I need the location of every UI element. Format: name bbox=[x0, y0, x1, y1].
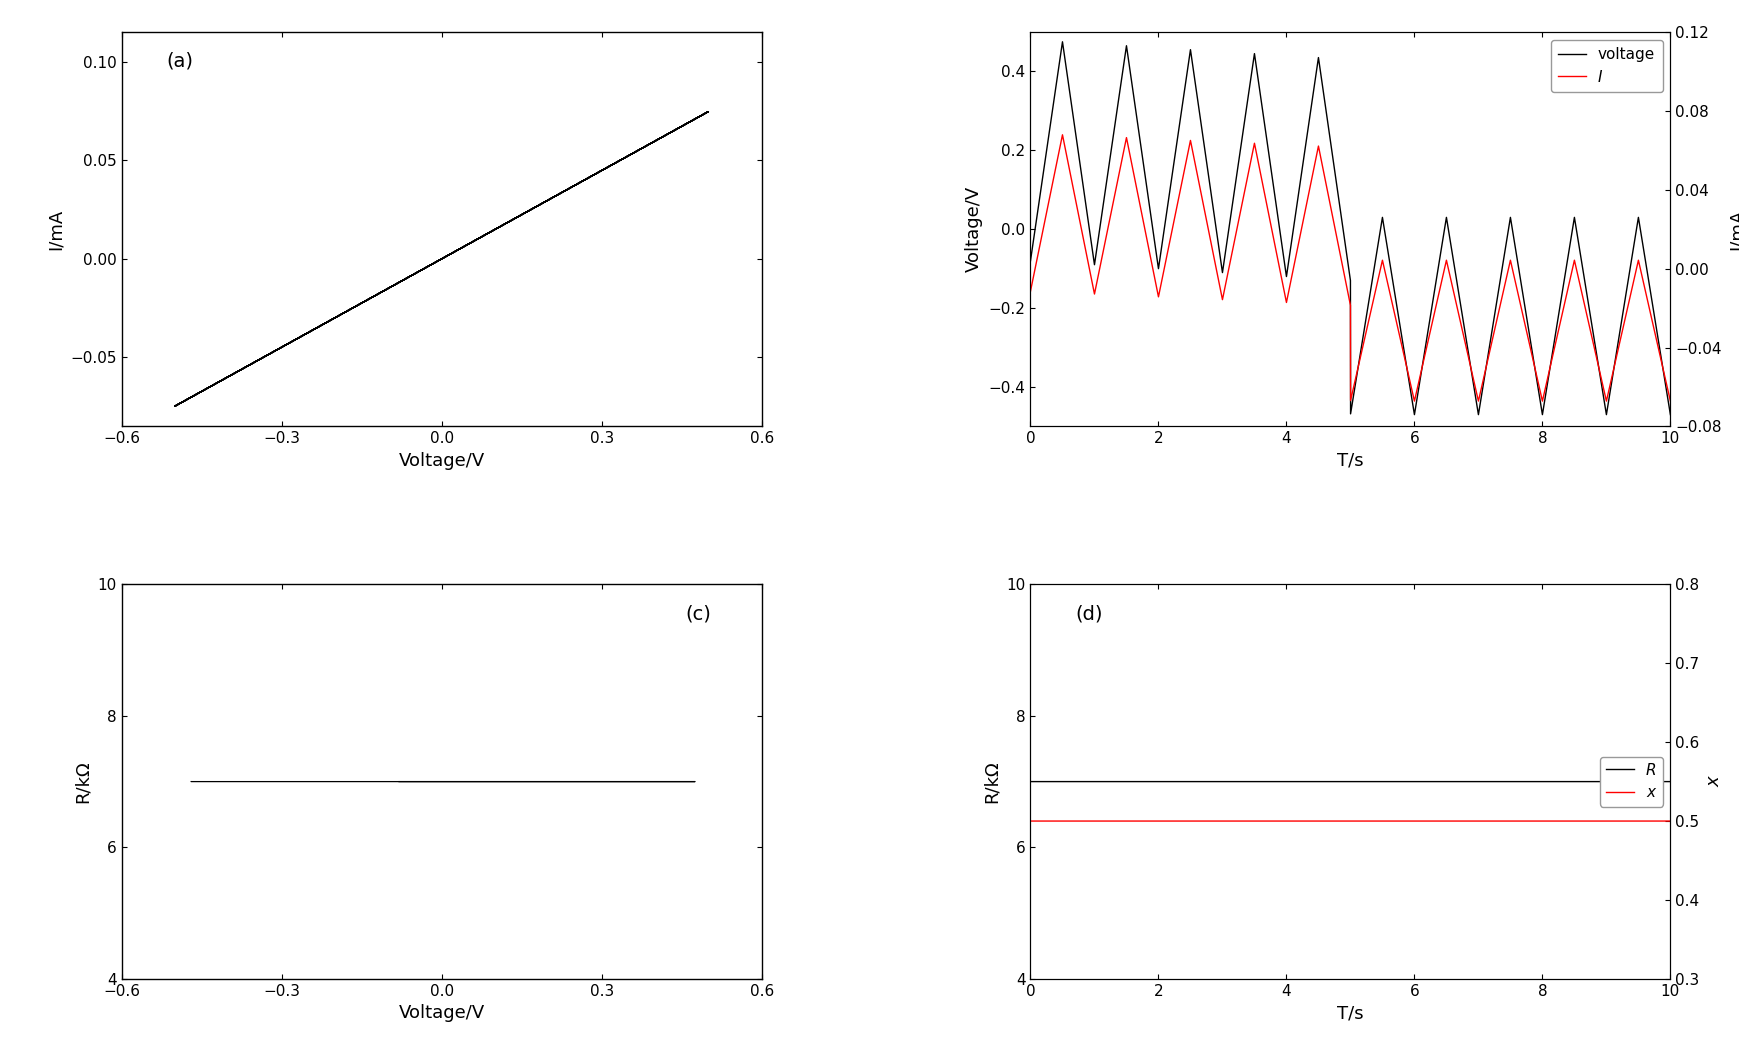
voltage bbox=[1144, 245, 1165, 257]
voltage bbox=[1403, 409, 1424, 421]
I bbox=[1614, 316, 1635, 329]
R bbox=[1462, 776, 1483, 788]
x bbox=[1144, 815, 1165, 828]
R bbox=[1329, 776, 1349, 788]
R bbox=[1596, 776, 1617, 788]
Legend: R, x: R, x bbox=[1600, 757, 1662, 807]
X-axis label: T/s: T/s bbox=[1336, 1004, 1363, 1023]
R bbox=[1332, 776, 1353, 788]
Y-axis label: Voltage/V: Voltage/V bbox=[965, 186, 983, 272]
Y-axis label: R/kΩ: R/kΩ bbox=[75, 761, 92, 803]
voltage bbox=[1329, 198, 1349, 211]
Text: (a): (a) bbox=[167, 52, 193, 70]
R bbox=[1617, 776, 1638, 788]
I bbox=[1659, 395, 1680, 408]
I bbox=[1403, 395, 1424, 408]
x bbox=[1659, 815, 1680, 828]
Legend: voltage, I: voltage, I bbox=[1549, 39, 1662, 93]
Text: (c): (c) bbox=[685, 604, 711, 624]
x bbox=[1596, 815, 1617, 828]
x bbox=[1329, 815, 1349, 828]
voltage bbox=[1659, 409, 1680, 421]
Y-axis label: I/mA: I/mA bbox=[47, 209, 64, 250]
I bbox=[1052, 129, 1073, 142]
X-axis label: Voltage/V: Voltage/V bbox=[398, 1004, 485, 1023]
I bbox=[1019, 285, 1040, 298]
voltage bbox=[1614, 298, 1635, 311]
I bbox=[1596, 388, 1617, 401]
R bbox=[1144, 776, 1165, 788]
x bbox=[1614, 815, 1635, 828]
voltage bbox=[1617, 271, 1638, 284]
R bbox=[1659, 776, 1680, 788]
I bbox=[1462, 371, 1483, 384]
x bbox=[1024, 815, 1045, 828]
x bbox=[1617, 815, 1638, 828]
R bbox=[1019, 776, 1040, 788]
Line: I: I bbox=[1029, 135, 1669, 401]
Y-axis label: x: x bbox=[1704, 777, 1722, 787]
Y-axis label: R/kΩ: R/kΩ bbox=[983, 761, 1000, 803]
Line: voltage: voltage bbox=[1029, 41, 1669, 415]
I bbox=[1144, 278, 1165, 290]
x bbox=[1462, 815, 1483, 828]
R bbox=[1614, 776, 1635, 788]
voltage bbox=[1052, 35, 1073, 48]
voltage bbox=[1019, 254, 1040, 267]
R bbox=[1024, 776, 1045, 788]
I bbox=[1617, 297, 1638, 310]
Y-axis label: I/mA: I/mA bbox=[1727, 209, 1739, 250]
X-axis label: Voltage/V: Voltage/V bbox=[398, 452, 485, 470]
X-axis label: T/s: T/s bbox=[1336, 452, 1363, 470]
I bbox=[1329, 245, 1349, 257]
Text: (d): (d) bbox=[1075, 604, 1103, 624]
x bbox=[1019, 815, 1040, 828]
voltage bbox=[1596, 400, 1617, 413]
voltage bbox=[1462, 376, 1483, 388]
x bbox=[1332, 815, 1353, 828]
Text: (b): (b) bbox=[1593, 52, 1621, 70]
